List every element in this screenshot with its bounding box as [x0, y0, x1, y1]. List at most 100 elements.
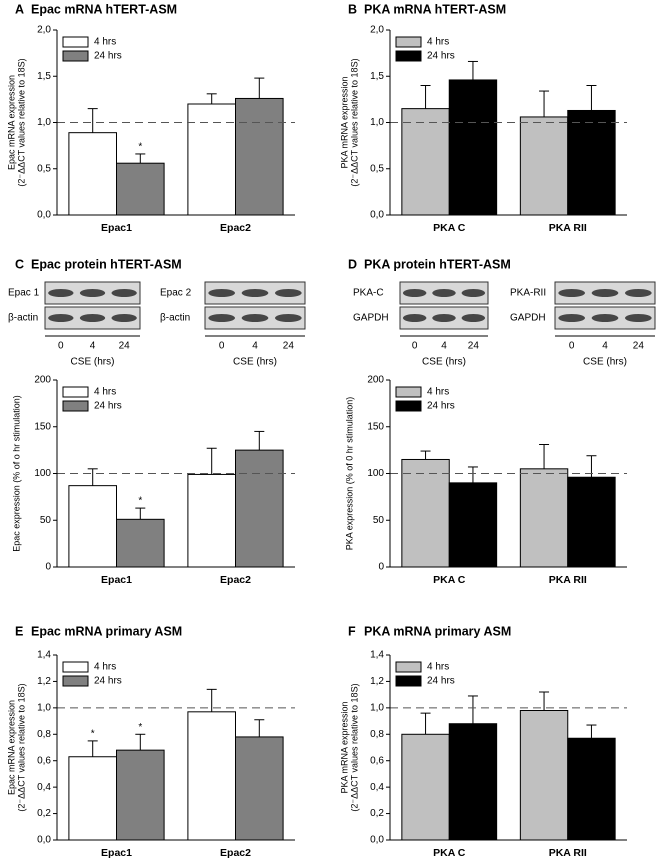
y-tick-label: 2,0	[37, 25, 51, 36]
bar	[187, 711, 236, 841]
bar	[519, 710, 569, 841]
y-tick-label: 200	[34, 375, 51, 386]
legend-swatch	[62, 386, 89, 398]
y-tick-label: 0,4	[370, 782, 384, 793]
blot-band	[432, 314, 456, 322]
blot-band	[79, 314, 106, 322]
x-tick-label: PKA C	[433, 222, 466, 234]
chart-title: Epac mRNA hTERT-ASM	[31, 2, 177, 16]
y-tick-label: 0,5	[370, 163, 384, 174]
error-bar	[467, 695, 478, 724]
y-tick-label: 50	[40, 515, 52, 526]
x-tick-label: PKA RII	[549, 847, 587, 859]
error-bar	[206, 447, 217, 475]
bar	[567, 737, 616, 841]
bar	[187, 473, 236, 568]
y-axis-label: Epac mRNA expression	[6, 75, 16, 170]
chart-title: Epac protein hTERT-ASM	[31, 257, 182, 271]
y-axis-label: (2⁻ΔΔCT values relative to 18S)	[16, 58, 26, 186]
bar	[68, 756, 117, 841]
y-axis-label: PKA mRNA expression	[339, 76, 349, 168]
legend-swatch	[395, 675, 422, 687]
bar	[401, 108, 450, 216]
lane-label: 4	[252, 341, 258, 352]
bar	[235, 97, 284, 216]
legend-swatch	[62, 675, 89, 687]
error-bar	[539, 691, 550, 711]
bar	[68, 132, 117, 216]
y-tick-label: 1,2	[370, 676, 384, 687]
bar	[448, 723, 498, 841]
error-bar	[586, 85, 597, 111]
error-bar	[254, 430, 265, 451]
error-bar	[467, 466, 478, 483]
blot-band	[461, 314, 486, 322]
chart-title: PKA mRNA hTERT-ASM	[364, 2, 506, 16]
y-tick-label: 1,5	[370, 71, 384, 82]
legend-label: 4 hrs	[94, 37, 116, 48]
bar	[448, 482, 498, 568]
y-tick-label: 0,2	[370, 808, 384, 819]
bar	[68, 485, 117, 568]
error-bar	[135, 507, 146, 520]
y-tick-label: 200	[367, 375, 384, 386]
blot-band	[432, 289, 456, 297]
blot-band	[111, 314, 137, 322]
x-tick-label: Epac1	[101, 847, 132, 859]
bar	[187, 103, 236, 216]
blot-row-label: GAPDH	[353, 313, 389, 324]
y-axis-label: (2⁻ΔΔCT values relative to 18S)	[16, 683, 26, 811]
legend-swatch	[62, 36, 89, 48]
error-bar	[586, 724, 597, 739]
bar	[567, 476, 616, 568]
y-tick-label: 1,4	[370, 650, 384, 661]
legend-label: 24 hrs	[94, 676, 122, 687]
panel-letter: D	[348, 257, 357, 271]
y-tick-label: 0,6	[370, 755, 384, 766]
panel-letter: E	[15, 624, 23, 638]
blot-band	[461, 289, 486, 297]
blot-band	[275, 314, 302, 322]
blot-band	[79, 289, 106, 297]
error-bar	[87, 468, 98, 486]
error-bar	[586, 455, 597, 478]
bar	[401, 458, 450, 568]
legend-label: 4 hrs	[427, 662, 449, 673]
y-tick-label: 0	[45, 562, 51, 573]
error-bar	[206, 93, 217, 104]
lane-label: 0	[58, 341, 64, 352]
significance-mark: *	[138, 142, 142, 153]
blot-band	[241, 289, 269, 297]
bar	[519, 116, 569, 216]
y-tick-label: 100	[34, 468, 51, 479]
legend-swatch	[395, 386, 422, 398]
y-axis-label: Epac expression (% of o hr stimulation)	[11, 395, 21, 552]
error-bar	[467, 60, 478, 80]
x-tick-label: Epac1	[101, 222, 132, 234]
y-tick-label: 1,5	[37, 71, 51, 82]
significance-mark: *	[138, 496, 142, 507]
y-tick-label: 0,0	[370, 835, 384, 846]
bar	[235, 449, 284, 568]
y-axis-label: Epac mRNA expression	[6, 700, 16, 795]
lane-label: 0	[412, 341, 418, 352]
legend-label: 4 hrs	[427, 387, 449, 398]
y-tick-label: 1,0	[37, 702, 51, 713]
legend-swatch	[62, 400, 89, 412]
bar	[448, 79, 498, 216]
blot-row-label: β-actin	[160, 313, 190, 324]
blot-band	[111, 289, 137, 297]
panel-letter: F	[348, 624, 356, 638]
significance-mark: *	[138, 722, 142, 733]
y-tick-label: 0,4	[37, 782, 51, 793]
y-tick-label: 50	[373, 515, 385, 526]
error-bar	[87, 108, 98, 133]
blot-row-label: Epac 2	[160, 288, 192, 299]
bar	[116, 518, 165, 568]
legend-label: 24 hrs	[94, 51, 122, 62]
blot-band	[402, 289, 427, 297]
lane-label: 24	[468, 341, 480, 352]
y-tick-label: 150	[367, 421, 384, 432]
y-tick-label: 0,6	[37, 755, 51, 766]
blot-row-label: PKA-C	[353, 288, 384, 299]
